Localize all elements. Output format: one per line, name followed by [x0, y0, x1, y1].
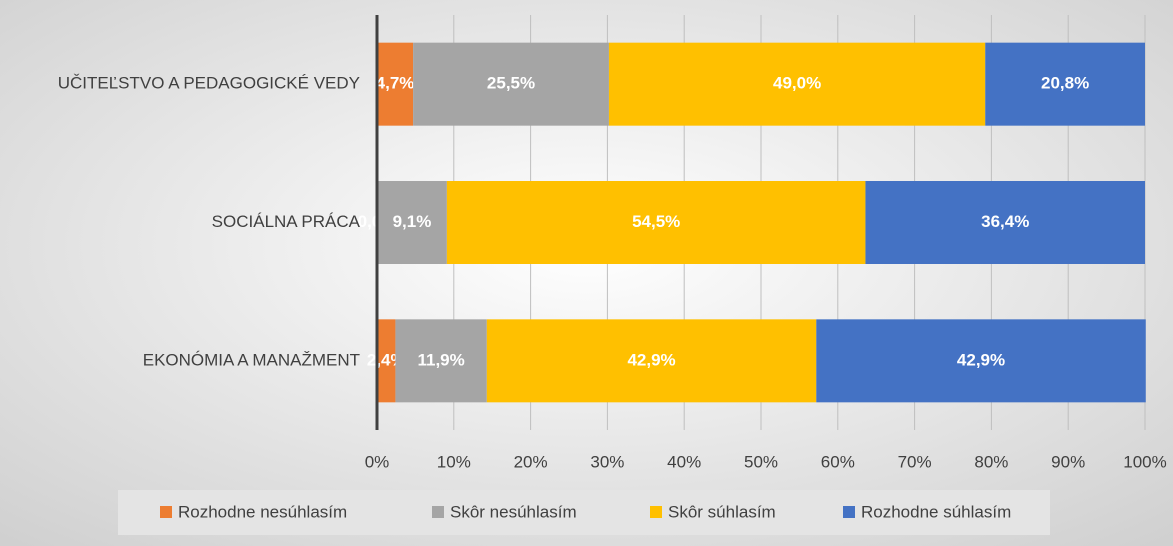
legend-swatch	[160, 506, 172, 518]
value-label: 49,0%	[773, 74, 821, 93]
value-label: 11,9%	[417, 350, 464, 369]
legend-label: Rozhodne nesúhlasím	[178, 502, 347, 521]
bar-segment	[985, 42, 1145, 126]
value-label: 9,1%	[393, 212, 432, 231]
bar-segment	[377, 319, 396, 403]
legend-swatch	[432, 506, 444, 518]
x-tick-label: 50%	[744, 452, 778, 471]
x-tick-label: 40%	[667, 452, 701, 471]
value-label: 42,9%	[957, 350, 1005, 369]
bar-segment	[816, 319, 1146, 403]
x-tick-label: 60%	[821, 452, 855, 471]
value-label: 25,5%	[487, 74, 535, 93]
x-tick-label: 70%	[898, 452, 932, 471]
x-tick-label: 90%	[1051, 452, 1085, 471]
value-label: 36,4%	[981, 212, 1029, 231]
legend-swatch	[650, 506, 662, 518]
legend-swatch	[843, 506, 855, 518]
legend-box	[118, 490, 1050, 535]
value-label: 20,8%	[1041, 74, 1089, 93]
bar-segment	[395, 319, 487, 403]
bar-segment	[865, 181, 1145, 264]
legend-label: Skôr súhlasím	[668, 502, 776, 521]
x-tick-label: 10%	[437, 452, 471, 471]
bar-segment	[377, 181, 447, 264]
bar-segment	[486, 319, 817, 403]
x-tick-label: 80%	[974, 452, 1008, 471]
bar-segment	[413, 42, 609, 126]
category-label: UČITEĽSTVO A PEDAGOGICKÉ VEDY	[58, 74, 360, 93]
bar-segment	[377, 42, 414, 126]
value-label: 54,5%	[632, 212, 680, 231]
x-tick-label: 30%	[590, 452, 624, 471]
x-tick-label: 20%	[514, 452, 548, 471]
category-label: EKONÓMIA A MANAŽMENT	[143, 350, 360, 369]
value-label: 42,9%	[627, 350, 675, 369]
legend-label: Skôr nesúhlasím	[450, 502, 577, 521]
x-tick-label: 100%	[1123, 452, 1166, 471]
value-label: 4,7%	[376, 74, 415, 93]
category-label: SOCIÁLNA PRÁCA	[212, 212, 361, 231]
x-tick-label: 0%	[365, 452, 390, 471]
legend-label: Rozhodne súhlasím	[861, 502, 1011, 521]
bar-segment	[446, 181, 866, 264]
bar-segment	[608, 42, 986, 126]
